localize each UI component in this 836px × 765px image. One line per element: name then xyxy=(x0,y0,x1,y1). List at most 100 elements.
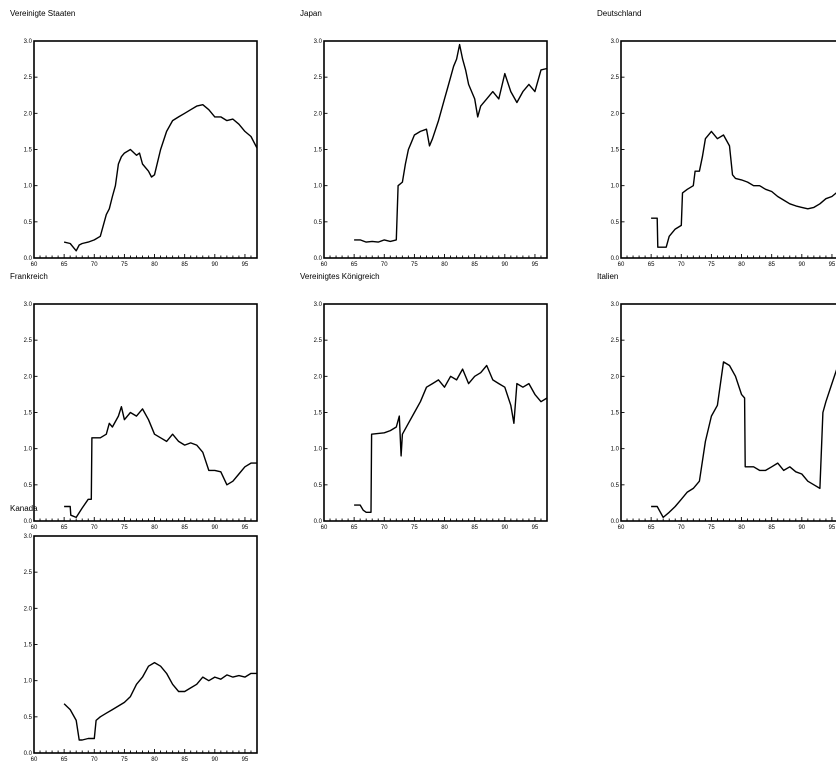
x-tick-label: 75 xyxy=(708,525,715,531)
x-tick-label: 80 xyxy=(151,757,158,763)
x-tick-label: 80 xyxy=(441,525,448,531)
x-tick-label: 75 xyxy=(121,262,128,268)
y-tick-label: 0.0 xyxy=(24,256,33,262)
x-tick-label: 90 xyxy=(798,525,805,531)
y-tick-label: 1.0 xyxy=(314,184,323,190)
y-tick-labels: 0.0 0.5 1.0 1.5 2.0 2.5 3.0 xyxy=(24,534,33,757)
x-tick-label: 90 xyxy=(211,525,218,531)
y-tick-label: 3.0 xyxy=(24,39,33,45)
y-tick-labels: 0.0 0.5 1.0 1.5 2.0 2.5 3.0 xyxy=(314,39,323,262)
x-tick-label: 95 xyxy=(242,525,249,531)
plot-frame xyxy=(323,303,548,522)
y-tick-label: 0.0 xyxy=(24,751,33,757)
panel-title: Deutschland xyxy=(597,9,641,18)
y-tick-label: 2.0 xyxy=(24,606,33,612)
y-tick-label: 1.5 xyxy=(611,411,620,417)
x-tick-label: 95 xyxy=(829,525,836,531)
y-tick-label: 0.5 xyxy=(611,483,620,489)
y-tick-label: 3.0 xyxy=(24,302,33,308)
y-tick-label: 2.5 xyxy=(24,338,33,344)
y-tick-label: 2.5 xyxy=(611,338,620,344)
y-tick-label: 1.0 xyxy=(611,447,620,453)
plot-frame xyxy=(33,535,258,754)
y-tick-label: 1.5 xyxy=(24,148,33,154)
x-tick-label: 85 xyxy=(471,262,478,268)
series-line xyxy=(354,364,548,513)
y-tick-label: 3.0 xyxy=(24,534,33,540)
x-tick-label: 65 xyxy=(61,262,68,268)
y-tick-label: 0.5 xyxy=(314,220,323,226)
x-tick-label: 75 xyxy=(708,262,715,268)
y-tick-label: 1.0 xyxy=(611,184,620,190)
x-tick-label: 65 xyxy=(351,262,358,268)
y-tick-labels: 0.0 0.5 1.0 1.5 2.0 2.5 3.0 xyxy=(24,302,33,525)
x-tick-label: 60 xyxy=(31,262,38,268)
plot-frame xyxy=(323,40,548,259)
plot-frame xyxy=(620,40,836,259)
y-tick-label: 2.0 xyxy=(314,374,323,380)
axis-ticks xyxy=(323,303,548,522)
x-tick-labels: 60 65 70 75 80 85 90 95 xyxy=(321,262,539,268)
x-tick-label: 80 xyxy=(151,262,158,268)
x-tick-label: 70 xyxy=(91,525,98,531)
y-tick-label: 1.0 xyxy=(24,447,33,453)
series-line xyxy=(63,104,258,252)
y-tick-label: 2.5 xyxy=(314,338,323,344)
axis-ticks xyxy=(33,535,258,754)
x-tick-label: 70 xyxy=(678,262,685,268)
series-line xyxy=(64,406,257,519)
panel-title: Kanada xyxy=(10,504,38,513)
x-tick-label: 75 xyxy=(411,262,418,268)
series-line xyxy=(354,43,548,243)
panel-title: Japan xyxy=(300,9,322,18)
x-tick-label: 90 xyxy=(501,525,508,531)
y-tick-label: 0.0 xyxy=(314,256,323,262)
y-tick-label: 1.0 xyxy=(24,184,33,190)
y-tick-label: 3.0 xyxy=(314,302,323,308)
plot-frame xyxy=(33,303,258,522)
x-tick-labels: 60 65 70 75 80 85 90 95 xyxy=(321,525,539,531)
y-tick-label: 2.5 xyxy=(24,570,33,576)
x-tick-label: 90 xyxy=(798,262,805,268)
panel-title: Vereinigtes Königreich xyxy=(300,272,380,281)
y-tick-label: 3.0 xyxy=(611,39,620,45)
y-tick-labels: 0.0 0.5 1.0 1.5 2.0 2.5 3.0 xyxy=(611,302,620,525)
y-tick-label: 2.0 xyxy=(314,111,323,117)
x-tick-label: 60 xyxy=(618,262,625,268)
x-tick-label: 60 xyxy=(31,525,38,531)
y-tick-label: 0.0 xyxy=(314,519,323,525)
y-tick-label: 1.0 xyxy=(24,679,33,685)
x-tick-label: 75 xyxy=(121,525,128,531)
x-tick-label: 75 xyxy=(411,525,418,531)
panel-italien: Italien 0.0 0.5 1.0 1.5 2.0 2.5 3.0 60 65 70 75 80… xyxy=(597,272,836,531)
x-tick-label: 85 xyxy=(768,262,775,268)
y-tick-label: 2.5 xyxy=(314,75,323,81)
x-tick-labels: 60 65 70 75 80 85 90 95 xyxy=(31,757,249,763)
axis-ticks xyxy=(620,40,833,259)
x-tick-label: 65 xyxy=(648,262,655,268)
x-tick-label: 80 xyxy=(151,525,158,531)
y-tick-labels: 0.0 0.5 1.0 1.5 2.0 2.5 3.0 xyxy=(314,302,323,525)
axis-ticks xyxy=(620,303,833,522)
plot-frame xyxy=(33,40,258,259)
panel-deutschland: Deutschland 0.0 0.5 1.0 1.5 2.0 2.5 3.0 60 65 70… xyxy=(597,9,836,268)
y-tick-label: 2.5 xyxy=(611,75,620,81)
x-tick-label: 85 xyxy=(181,262,188,268)
x-tick-label: 70 xyxy=(381,262,388,268)
y-tick-label: 3.0 xyxy=(611,302,620,308)
y-tick-label: 0.5 xyxy=(314,483,323,489)
x-tick-labels: 60 65 70 75 80 85 90 95 xyxy=(618,262,836,268)
y-tick-label: 2.0 xyxy=(611,374,620,380)
x-tick-label: 95 xyxy=(829,262,836,268)
x-tick-label: 65 xyxy=(351,525,358,531)
x-tick-label: 85 xyxy=(181,525,188,531)
x-tick-label: 70 xyxy=(91,262,98,268)
panel-title: Italien xyxy=(597,272,618,281)
panel-title: Frankreich xyxy=(10,272,48,281)
axis-ticks xyxy=(323,40,548,259)
y-tick-label: 0.0 xyxy=(611,519,620,525)
y-tick-label: 1.5 xyxy=(314,411,323,417)
y-tick-label: 1.5 xyxy=(24,411,33,417)
y-tick-label: 1.5 xyxy=(611,148,620,154)
